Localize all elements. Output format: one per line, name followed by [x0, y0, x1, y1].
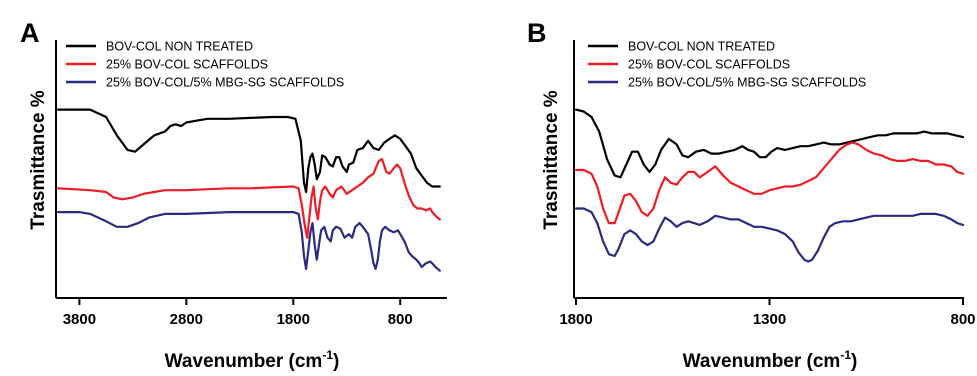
- x-axis-label-a: Wavenumber (cm-1): [165, 348, 340, 372]
- x-tick-label-a-0: 3800: [63, 311, 96, 328]
- series-line-a-0: [56, 108, 441, 194]
- series-line-b-0: [574, 108, 965, 179]
- panel-letter-a: A: [20, 18, 40, 48]
- series-line-a-1: [56, 158, 441, 239]
- legend-label-a-0: BOV-COL NON TREATED: [106, 40, 253, 54]
- x-axis-label-b: Wavenumber (cm-1): [683, 348, 858, 372]
- x-ticks-a: [78, 298, 402, 305]
- series-group-b: [574, 108, 965, 263]
- x-tick-labels-a: 3800 2800 1800 800: [63, 311, 413, 328]
- x-tick-label-a-1: 2800: [170, 311, 203, 328]
- x-ticks-b: [575, 298, 964, 305]
- panel-letter-b: B: [527, 18, 547, 48]
- x-tick-label-a-3: 800: [388, 311, 413, 328]
- legend-b: BOV-COL NON TREATED 25% BOV-COL SCAFFOLDS…: [588, 40, 866, 90]
- legend-label-b-0: BOV-COL NON TREATED: [628, 40, 775, 54]
- legend-a: BOV-COL NON TREATED 25% BOV-COL SCAFFOLDS…: [66, 40, 344, 90]
- series-line-a-2: [56, 211, 441, 272]
- x-tick-label-b-1: 1300: [753, 311, 786, 328]
- y-axis-label-b: Trasmittance %: [541, 90, 562, 229]
- panel-a: A Trasmittance % 3800 2800 1800 800 BOV-COL…: [20, 18, 447, 372]
- panel-b: B Trasmittance % 1800 1300 800 BOV-COL NON…: [527, 18, 976, 372]
- legend-label-a-1: 25% BOV-COL SCAFFOLDS: [106, 58, 268, 72]
- x-tick-label-a-2: 1800: [277, 311, 310, 328]
- series-line-b-2: [574, 207, 965, 263]
- x-tick-label-b-2: 800: [950, 311, 975, 328]
- legend-label-b-2: 25% BOV-COL/5% MBG-SG SCAFFOLDS: [628, 76, 866, 90]
- legend-label-b-1: 25% BOV-COL SCAFFOLDS: [628, 58, 790, 72]
- x-tick-labels-b: 1800 1300 800: [559, 311, 975, 328]
- y-axis-label-a: Trasmittance %: [28, 90, 49, 229]
- series-group-a: [56, 108, 441, 272]
- series-line-b-1: [574, 141, 965, 225]
- x-tick-label-b-0: 1800: [559, 311, 592, 328]
- legend-label-a-2: 25% BOV-COL/5% MBG-SG SCAFFOLDS: [106, 76, 344, 90]
